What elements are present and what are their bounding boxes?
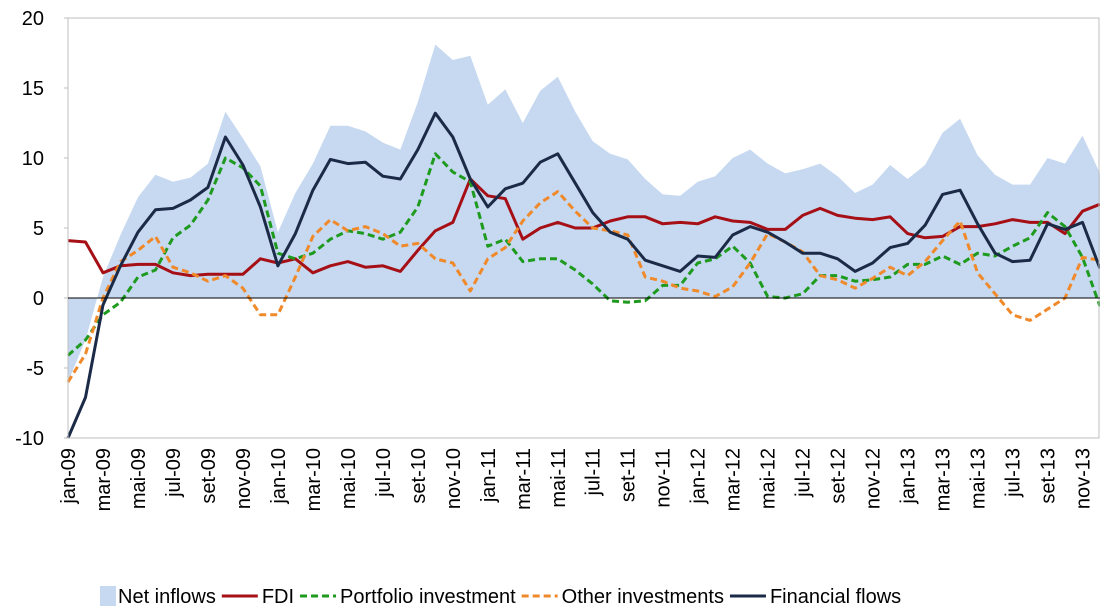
line — [66, 111, 1100, 439]
x-tick-label: nov-11 — [653, 448, 675, 508]
x-tick-label: mar-10 — [303, 448, 325, 511]
x-tick-label: jan-11 — [478, 448, 500, 503]
x-tick-label: jul-12 — [793, 448, 815, 498]
legend-item: Net inflows — [100, 586, 216, 608]
legend-item: Portfolio investment — [300, 586, 516, 608]
x-tick-label: mar-12 — [723, 448, 745, 511]
legend-label: Financial flows — [770, 586, 901, 608]
x-tick-label: mai-09 — [128, 448, 150, 509]
x-tick-label: nov-12 — [863, 448, 885, 509]
legend-item: Financial flows — [729, 586, 901, 608]
area — [68, 44, 1100, 382]
x-tick-label: mar-11 — [513, 448, 535, 510]
y-tick-label: 20 — [22, 8, 44, 30]
x-tick-label: set-09 — [198, 448, 220, 504]
x-tick-label: mai-13 — [968, 448, 990, 509]
x-tick-label: set-10 — [408, 448, 430, 504]
x-tick-label: jan-10 — [268, 448, 290, 505]
x-tick-label: jul-09 — [163, 448, 185, 498]
legend-item: FDI — [221, 586, 294, 608]
y-tick-label: -10 — [15, 428, 44, 450]
x-tick-label: mai-10 — [338, 448, 360, 509]
x-tick-label: set-11 — [618, 448, 640, 502]
line — [66, 190, 1100, 383]
x-tick-label: nov-10 — [443, 448, 465, 509]
y-tick-label: 0 — [33, 288, 44, 310]
line — [67, 152, 1100, 357]
x-tick-label: mar-13 — [933, 448, 955, 511]
y-tick-label: -5 — [26, 358, 44, 380]
legend-item: Other investments — [521, 586, 724, 608]
x-tick-label: mai-12 — [758, 448, 780, 509]
x-tick-label: jan-09 — [58, 448, 80, 505]
x-tick-label: set-13 — [1038, 448, 1060, 504]
y-tick-label: 10 — [22, 148, 44, 170]
x-tick-label: jan-12 — [688, 448, 710, 505]
x-tick-label: jan-13 — [898, 448, 920, 505]
legend-label: Portfolio investment — [340, 586, 516, 608]
x-tick-label: jul-13 — [1003, 448, 1025, 498]
legend-label: Other investments — [562, 586, 724, 608]
legend-label: Net inflows — [118, 586, 216, 608]
y-tick-label: 15 — [22, 78, 44, 100]
x-tick-label: nov-09 — [233, 448, 255, 509]
legend-swatch — [100, 586, 116, 606]
x-tick-label: jul-10 — [373, 448, 395, 498]
x-tick-label: mar-09 — [93, 448, 115, 511]
line — [67, 177, 1100, 278]
x-tick-label: nov-13 — [1073, 448, 1095, 509]
y-tick-label: 5 — [33, 218, 44, 240]
x-tick-label: jul-11 — [583, 448, 605, 496]
x-tick-label: mai-11 — [548, 448, 570, 508]
legend-label: FDI — [262, 586, 294, 608]
x-tick-label: set-12 — [828, 448, 850, 504]
